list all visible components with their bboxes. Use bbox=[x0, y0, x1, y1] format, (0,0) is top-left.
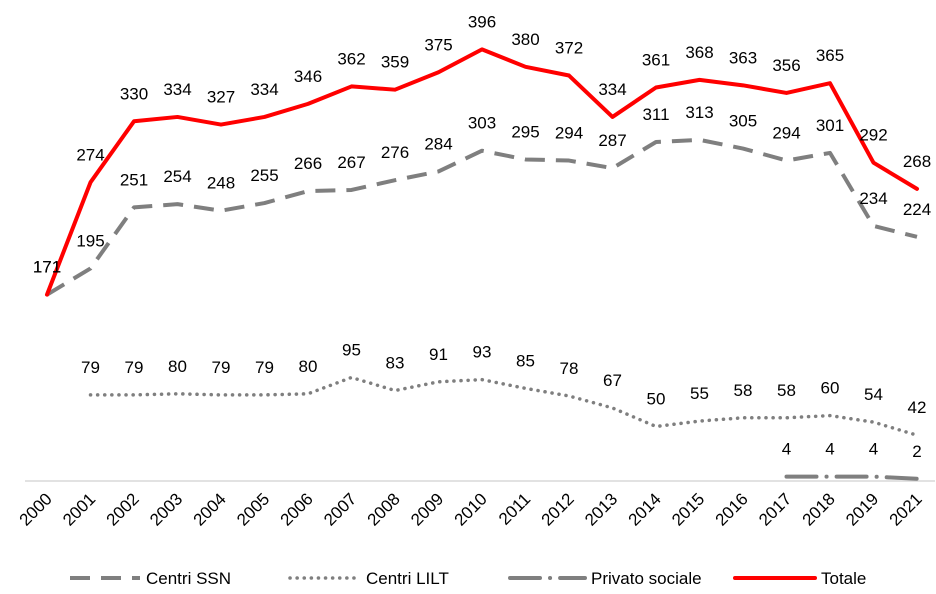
data-label: 251 bbox=[120, 170, 148, 189]
x-tick-label: 2006 bbox=[277, 489, 317, 529]
legend-label: Totale bbox=[821, 569, 866, 588]
data-label: 268 bbox=[903, 152, 931, 171]
x-tick-label: 2012 bbox=[538, 489, 578, 529]
x-tick-label: 2016 bbox=[712, 489, 752, 529]
x-tick-label: 2005 bbox=[233, 489, 273, 529]
data-label: 195 bbox=[76, 231, 104, 250]
data-label: 327 bbox=[207, 88, 235, 107]
data-label: 79 bbox=[81, 358, 100, 377]
x-tick-label: 2007 bbox=[320, 489, 360, 529]
legend-label: Centri SSN bbox=[146, 569, 231, 588]
data-label: 80 bbox=[299, 357, 318, 376]
data-label: 224 bbox=[903, 200, 931, 219]
data-label: 42 bbox=[908, 398, 927, 417]
x-tick-label: 2002 bbox=[103, 489, 143, 529]
legend-label: Privato sociale bbox=[591, 569, 702, 588]
x-tick-label: 2009 bbox=[407, 489, 447, 529]
data-label: 58 bbox=[734, 381, 753, 400]
data-label: 295 bbox=[511, 122, 539, 141]
data-label: 79 bbox=[255, 358, 274, 377]
data-label: 359 bbox=[381, 53, 409, 72]
data-label: 274 bbox=[76, 145, 104, 164]
legend-label: Centri LILT bbox=[366, 569, 449, 588]
series-line bbox=[88, 375, 919, 437]
series-line bbox=[45, 137, 918, 297]
series-line bbox=[45, 47, 919, 297]
data-label: 294 bbox=[772, 124, 800, 143]
data-label: 372 bbox=[555, 39, 583, 58]
x-tick-label: 2017 bbox=[755, 489, 795, 529]
data-label: 303 bbox=[468, 114, 496, 133]
x-tick-label: 2004 bbox=[190, 489, 230, 529]
data-label: 396 bbox=[468, 12, 496, 31]
data-label: 361 bbox=[642, 51, 670, 70]
data-label: 171 bbox=[33, 258, 61, 277]
data-label: 334 bbox=[250, 80, 278, 99]
data-label: 234 bbox=[859, 189, 887, 208]
data-label: 255 bbox=[250, 166, 278, 185]
data-label: 313 bbox=[685, 103, 713, 122]
data-label: 334 bbox=[163, 80, 191, 99]
x-tick-label: 2011 bbox=[495, 489, 534, 528]
data-label: 284 bbox=[424, 134, 452, 153]
data-label: 79 bbox=[125, 358, 144, 377]
data-label: 93 bbox=[473, 343, 492, 362]
data-label: 4 bbox=[869, 440, 878, 459]
data-label: 380 bbox=[511, 30, 539, 49]
data-label: 4 bbox=[825, 440, 834, 459]
data-label: 362 bbox=[337, 49, 365, 68]
x-tick-label: 2019 bbox=[842, 489, 882, 529]
x-tick-label: 2021 bbox=[886, 489, 926, 529]
data-label: 4 bbox=[782, 440, 791, 459]
x-tick-label: 2014 bbox=[625, 489, 665, 529]
data-label: 83 bbox=[386, 354, 405, 373]
data-label: 85 bbox=[516, 351, 535, 370]
data-label: 67 bbox=[603, 371, 622, 390]
data-label: 311 bbox=[642, 105, 669, 124]
data-label: 50 bbox=[647, 390, 666, 409]
data-label: 294 bbox=[555, 124, 583, 143]
data-label: 346 bbox=[294, 67, 322, 86]
data-label: 292 bbox=[859, 126, 887, 145]
data-label: 330 bbox=[120, 84, 148, 103]
data-label: 2 bbox=[912, 442, 921, 461]
data-label: 254 bbox=[163, 167, 191, 186]
data-label: 78 bbox=[560, 359, 579, 378]
data-label: 58 bbox=[777, 381, 796, 400]
x-tick-label: 2015 bbox=[668, 489, 708, 529]
data-label: 55 bbox=[690, 384, 709, 403]
data-label: 375 bbox=[424, 35, 452, 54]
x-tick-label: 2000 bbox=[16, 489, 56, 529]
x-tick-label: 2008 bbox=[364, 489, 404, 529]
x-tick-label: 2018 bbox=[799, 489, 839, 529]
data-label: 80 bbox=[168, 357, 187, 376]
data-label: 356 bbox=[772, 56, 800, 75]
data-label: 305 bbox=[729, 112, 757, 131]
data-label: 91 bbox=[429, 345, 448, 364]
data-label: 334 bbox=[598, 80, 626, 99]
data-label: 95 bbox=[342, 340, 361, 359]
x-tick-label: 2001 bbox=[59, 489, 99, 529]
data-label: 276 bbox=[381, 143, 409, 162]
data-label: 266 bbox=[294, 154, 322, 173]
data-label: 248 bbox=[207, 174, 235, 193]
x-tick-label: 2013 bbox=[581, 489, 621, 529]
data-label: 301 bbox=[816, 116, 844, 135]
data-label: 368 bbox=[685, 43, 713, 62]
series-line bbox=[784, 474, 919, 481]
x-tick-label: 2003 bbox=[146, 489, 186, 529]
data-label: 267 bbox=[337, 153, 365, 172]
data-label: 60 bbox=[821, 379, 840, 398]
data-label: 287 bbox=[598, 131, 626, 150]
data-label: 54 bbox=[864, 385, 883, 404]
x-tick-label: 2010 bbox=[451, 489, 491, 529]
data-label: 363 bbox=[729, 48, 757, 67]
data-label: 171 bbox=[33, 258, 61, 277]
data-label: 79 bbox=[212, 358, 231, 377]
data-label: 365 bbox=[816, 46, 844, 65]
